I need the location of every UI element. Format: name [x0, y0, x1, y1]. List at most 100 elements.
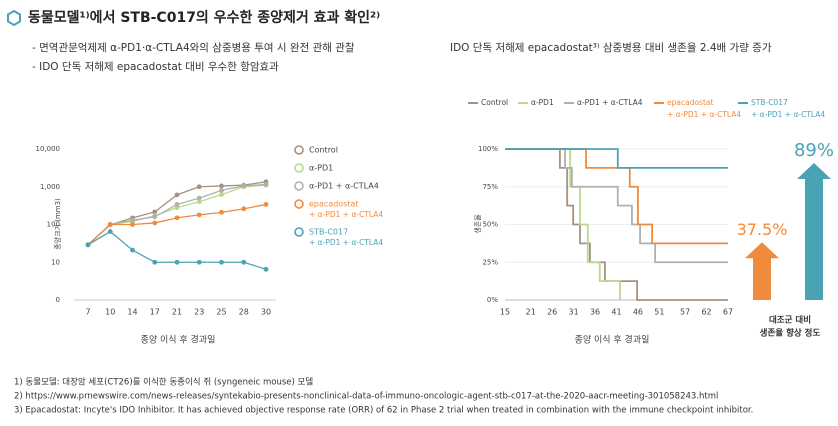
data-point: [241, 183, 247, 189]
data-point: [241, 259, 247, 265]
title-icon: [7, 9, 21, 27]
annotation-caption: 생존율 향상 정도: [760, 328, 821, 339]
y-tick-label: 0%: [487, 296, 498, 304]
legend-label: epacadostat: [667, 98, 713, 107]
data-point: [196, 212, 202, 218]
data-point: [174, 202, 180, 207]
annotation-arrow: [745, 242, 779, 300]
x-axis-label: 종양 이식 후 경과일: [141, 334, 216, 346]
survival-line: [505, 148, 728, 264]
x-tick-label: 17: [150, 308, 160, 317]
x-tick-label: 36: [590, 308, 600, 317]
survival-line: [505, 148, 621, 300]
data-point: [219, 259, 224, 265]
survival-line: [505, 148, 728, 169]
legend-marker: [294, 145, 304, 155]
y-tick-label: 10: [51, 258, 60, 266]
x-tick-label: 57: [680, 308, 690, 317]
x-tick-label: 23: [194, 308, 204, 317]
x-tick-label: 25: [216, 308, 226, 317]
annotation-label: 89%: [794, 140, 834, 161]
data-point: [263, 182, 269, 187]
x-tick-label: 62: [701, 308, 711, 317]
footnote: 2) https://www.prnewswire.com/news-relea…: [14, 392, 718, 402]
chart-subtitle: IDO 단독 저해제 epacadostat³⁾ 삼중병용 대비 생존율 2.4…: [450, 41, 772, 54]
x-tick-label: 21: [172, 308, 182, 317]
annotation-arrow: [797, 162, 831, 300]
data-point: [107, 222, 113, 227]
x-tick-label: 31: [569, 308, 579, 317]
survival-line: [505, 148, 728, 301]
y-tick-label: 50%: [482, 221, 498, 229]
data-point: [152, 214, 158, 220]
series-line: [87, 203, 267, 246]
x-tick-label: 21: [526, 308, 536, 317]
x-tick-label: 51: [654, 308, 664, 317]
y-tick-label: 100: [47, 221, 60, 229]
y-tick-label: 0: [56, 296, 60, 304]
legend-label: α-PD1 + α-CTLA4: [577, 98, 643, 107]
legend-label: α-PD1 + α-CTLA4: [309, 182, 379, 191]
annotation-caption: 대조군 대비: [769, 315, 811, 326]
footnote: 1) 동물모델: 대장암 세포(CT26)를 이식한 동종이식 쥐 (synge…: [14, 377, 313, 388]
y-tick-label: 25%: [482, 258, 498, 266]
bullet: - IDO 단독 저해제 epacadostat 대비 우수한 항암효과: [32, 60, 279, 73]
legend-sublabel: + α-PD1 + α-CTLA4: [751, 110, 825, 119]
data-point: [152, 220, 158, 226]
data-point: [174, 259, 180, 265]
x-axis-label: 종양 이식 후 경과일: [575, 334, 650, 346]
y-tick-label: 100%: [478, 145, 498, 153]
survival-line: [505, 148, 728, 245]
legend-marker: [294, 227, 304, 237]
data-point: [85, 242, 91, 248]
legend-label: α-PD1: [309, 164, 333, 173]
data-point: [263, 202, 269, 207]
x-tick-label: 14: [127, 308, 137, 317]
legend-label: epacadostat: [309, 200, 359, 209]
bullet: - 면역관문억제제 α-PD1·α-CTLA4와의 삼중병용 투여 시 완전 관…: [32, 41, 355, 54]
data-point: [219, 192, 224, 197]
data-point: [241, 206, 247, 212]
legend-label: Control: [481, 98, 508, 107]
y-axis-label: 생존율: [473, 214, 482, 234]
y-tick-label: 1,000: [40, 183, 60, 191]
x-tick-label: 30: [261, 308, 271, 317]
x-tick-label: 15: [500, 308, 510, 317]
data-point: [152, 259, 158, 265]
data-point: [219, 183, 224, 189]
legend-marker: [294, 163, 304, 173]
data-point: [130, 222, 135, 227]
data-point: [196, 184, 202, 190]
legend-marker: [294, 181, 304, 191]
data-point: [219, 209, 224, 215]
data-point: [263, 266, 269, 272]
data-point: [219, 188, 224, 193]
legend-label: STB-C017: [751, 98, 788, 107]
x-tick-label: 28: [239, 308, 249, 317]
legend-marker: [294, 199, 304, 209]
data-point: [196, 199, 202, 205]
data-point: [107, 229, 113, 234]
data-point: [152, 209, 158, 215]
legend-sublabel: + α-PD1 + α-CTLA4: [309, 210, 383, 219]
footnote: 3) Epacadostat: Incyte's IDO Inhibitor. …: [14, 406, 753, 416]
data-point: [130, 247, 135, 253]
data-point: [174, 215, 180, 221]
data-point: [196, 195, 202, 201]
x-tick-label: 26: [547, 308, 557, 317]
legend-label: Control: [309, 146, 338, 155]
x-tick-label: 41: [611, 308, 621, 317]
x-tick-label: 67: [723, 308, 733, 317]
data-point: [174, 192, 180, 198]
x-tick-label: 46: [633, 308, 643, 317]
y-tick-label: 75%: [482, 183, 498, 191]
legend-label: STB-C017: [309, 228, 348, 237]
data-point: [196, 259, 202, 265]
legend-label: α-PD1: [531, 98, 554, 107]
x-tick-label: 7: [85, 308, 90, 317]
title: 동물모델¹⁾에서 STB-C017의 우수한 종양제거 효과 확인²⁾: [28, 9, 380, 26]
data-point: [130, 217, 135, 223]
x-tick-label: 10: [105, 308, 115, 317]
legend-sublabel: + α-PD1 + α-CTLA4: [309, 238, 383, 247]
